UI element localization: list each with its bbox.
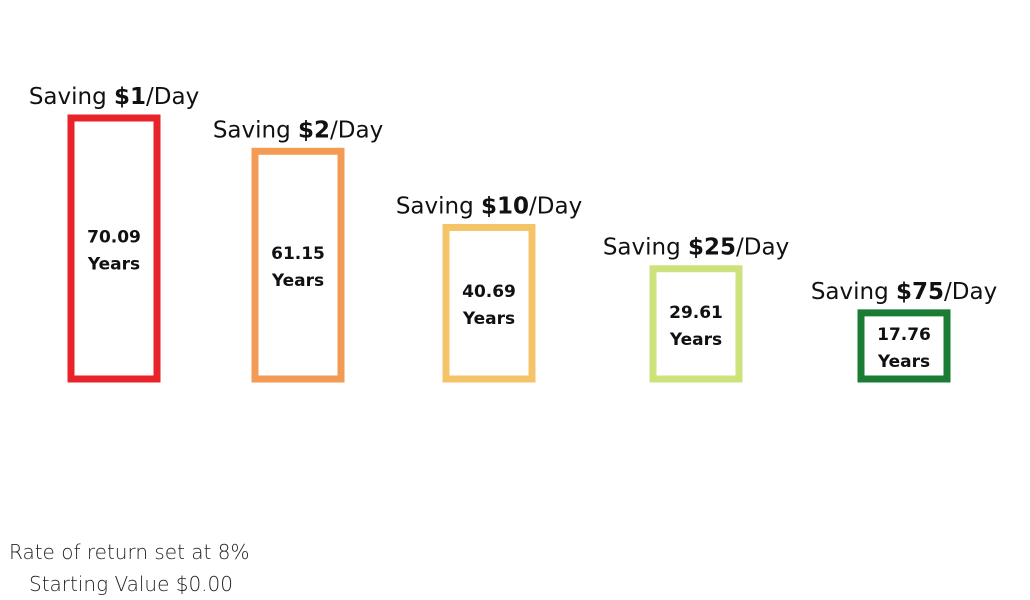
unit-label-2: Years	[271, 271, 324, 291]
starting-value-note: Starting Value $0.00	[29, 572, 233, 596]
category-label-1: Saving $1/Day	[29, 84, 199, 110]
value-label-3: 40.69	[462, 282, 516, 302]
bar-4	[649, 265, 743, 383]
unit-label-5: Years	[877, 352, 930, 372]
value-label-5: 17.76	[877, 325, 931, 345]
value-label-1: 70.09	[87, 228, 141, 248]
category-label-3: Saving $10/Day	[396, 193, 582, 219]
bar-3	[442, 223, 536, 383]
value-label-4: 29.61	[669, 303, 723, 323]
value-label-2: 61.15	[271, 244, 325, 264]
bar-1	[67, 114, 161, 383]
category-label-5: Saving $75/Day	[811, 279, 997, 305]
bar-2	[251, 147, 345, 383]
bar-5	[857, 309, 951, 383]
unit-label-1: Years	[87, 255, 140, 275]
unit-label-4: Years	[669, 330, 722, 350]
unit-label-3: Years	[462, 309, 515, 329]
category-label-4: Saving $25/Day	[603, 235, 789, 261]
rate-of-return-note: Rate of return set at 8%	[9, 540, 250, 564]
category-label-2: Saving $2/Day	[213, 117, 383, 143]
